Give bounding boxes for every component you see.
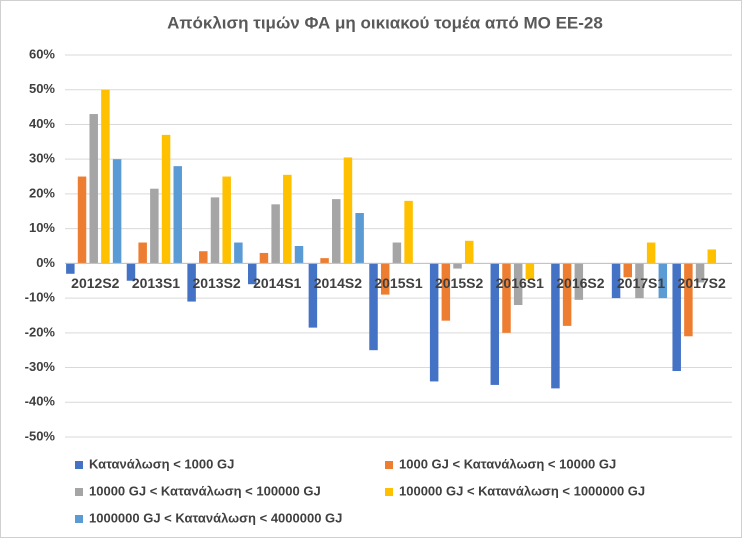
y-tick-label: 10% — [29, 220, 55, 235]
bar — [441, 263, 451, 321]
bar — [707, 249, 717, 264]
bar — [646, 242, 656, 264]
y-tick-label: -50% — [25, 428, 56, 443]
bar — [308, 263, 318, 328]
bar — [695, 263, 705, 283]
bar — [672, 263, 681, 372]
x-tick-label: 2015S2 — [435, 275, 483, 291]
x-tick-label: 2013S2 — [192, 275, 240, 291]
bar — [392, 242, 402, 264]
bar — [161, 134, 171, 264]
legend-label: 1000 GJ < Κατανάλωση < 10000 GJ — [399, 456, 616, 471]
y-tick-label: -30% — [25, 359, 56, 374]
legend-label: Κατανάλωση < 1000 GJ — [89, 456, 234, 471]
bar — [271, 204, 280, 264]
bar — [635, 263, 644, 299]
x-tick-label: 2014S1 — [253, 275, 301, 291]
bar — [259, 252, 269, 264]
x-tick-label: 2015S1 — [374, 275, 422, 291]
bar — [562, 263, 572, 326]
legend-label: 100000 GJ < Κατανάλωση < 1000000 GJ — [399, 483, 645, 498]
bar — [404, 200, 413, 264]
x-tick-label: 2012S2 — [71, 275, 119, 291]
bar — [210, 197, 220, 264]
x-tick-label: 2017S2 — [678, 275, 726, 291]
y-tick-label: 40% — [29, 116, 55, 131]
bar — [658, 263, 668, 299]
legend-swatch — [385, 488, 393, 496]
bar — [343, 157, 353, 264]
chart-title: Απόκλιση τιμών ΦΑ μη οικιακού τομέα από … — [167, 13, 603, 32]
bar — [551, 263, 560, 389]
bar — [248, 263, 257, 285]
bar — [429, 263, 439, 382]
bar — [77, 176, 87, 264]
bar — [66, 263, 75, 274]
legend-swatch — [385, 461, 393, 469]
y-tick-label: -10% — [25, 290, 56, 305]
bar — [490, 263, 500, 385]
bar — [320, 258, 329, 264]
bar — [502, 263, 511, 333]
bar — [283, 174, 292, 264]
bar — [611, 263, 621, 299]
y-tick-label: -40% — [25, 394, 56, 409]
bar — [222, 176, 231, 264]
bar — [623, 263, 633, 278]
y-tick-label: 50% — [29, 81, 55, 96]
y-tick-label: -20% — [25, 324, 56, 339]
bar — [126, 263, 136, 281]
y-tick-label: 30% — [29, 151, 55, 166]
x-tick-label: 2017S1 — [617, 275, 665, 291]
bar — [464, 240, 474, 264]
bar — [112, 159, 122, 264]
legend-swatch — [75, 488, 83, 496]
y-tick-label: 60% — [29, 46, 55, 61]
legend-swatch — [75, 461, 83, 469]
y-tick-label: 20% — [29, 185, 55, 200]
bar — [684, 263, 693, 337]
bar — [199, 251, 208, 264]
bar — [380, 263, 390, 295]
bar — [574, 263, 584, 300]
bar — [453, 263, 462, 269]
x-tick-label: 2014S2 — [314, 275, 362, 291]
legend-swatch — [75, 515, 83, 523]
x-tick-label: 2016S1 — [496, 275, 544, 291]
bar — [369, 263, 378, 351]
x-tick-label: 2013S1 — [132, 275, 180, 291]
bar — [513, 263, 523, 306]
x-tick-label: 2016S2 — [556, 275, 604, 291]
bar — [332, 199, 341, 264]
bar — [234, 242, 243, 264]
bar — [150, 188, 159, 264]
bar — [187, 263, 196, 302]
bar — [89, 114, 98, 264]
legend-label: 10000 GJ < Κατανάλωση < 100000 GJ — [89, 483, 321, 498]
bar — [525, 263, 535, 279]
bar — [173, 166, 182, 264]
bar — [101, 89, 110, 264]
bar — [355, 213, 364, 264]
bar — [138, 242, 147, 264]
legend-label: 1000000 GJ < Κατανάλωση < 4000000 GJ — [89, 510, 342, 525]
bar — [294, 246, 304, 264]
y-tick-label: 0% — [36, 255, 55, 270]
